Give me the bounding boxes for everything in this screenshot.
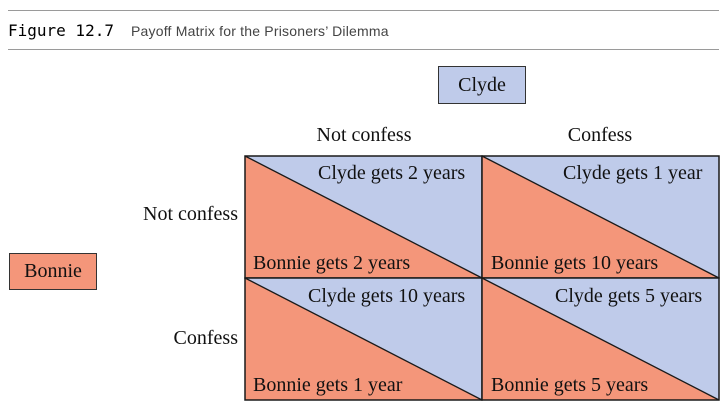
cell-4-border (481, 277, 720, 401)
cell-4-clyde-payoff: Clyde gets 5 years (555, 285, 703, 307)
cell-3-bonnie-payoff: Bonnie gets 1 year (253, 374, 403, 396)
top-rule (8, 10, 719, 11)
figure-title: Payoff Matrix for the Prisoners’ Dilemma (131, 23, 389, 39)
cell-3-clyde-payoff: Clyde gets 10 years (308, 285, 466, 307)
figure-label: Figure 12.7 (8, 21, 114, 40)
cell-1-bonnie-payoff: Bonnie gets 2 years (253, 252, 411, 274)
bonnie-player-box: Bonnie (9, 253, 97, 290)
row-label-confess: Confess (173, 327, 238, 349)
column-label-not-confess: Not confess (316, 124, 412, 146)
cell-1-diagonal (244, 155, 483, 279)
bottom-rule (8, 49, 719, 50)
cell-4-bonnie-payoff: Bonnie gets 5 years (491, 374, 649, 396)
cell-2-clyde-payoff: Clyde gets 1 year (563, 162, 703, 184)
clyde-player-box: Clyde (438, 66, 526, 104)
payoff-matrix (244, 155, 720, 401)
cell-2-diagonal (481, 155, 720, 279)
bonnie-player-label: Bonnie (24, 260, 82, 282)
cell-3-diagonal (244, 277, 483, 401)
cell-1-clyde-payoff: Clyde gets 2 years (318, 162, 466, 184)
cell-4-diagonal (481, 277, 720, 401)
column-label-confess: Confess (567, 124, 633, 146)
row-label-not-confess: Not confess (143, 203, 238, 225)
clyde-player-label: Clyde (458, 73, 506, 96)
cell-2-bonnie-payoff: Bonnie gets 10 years (491, 252, 659, 274)
